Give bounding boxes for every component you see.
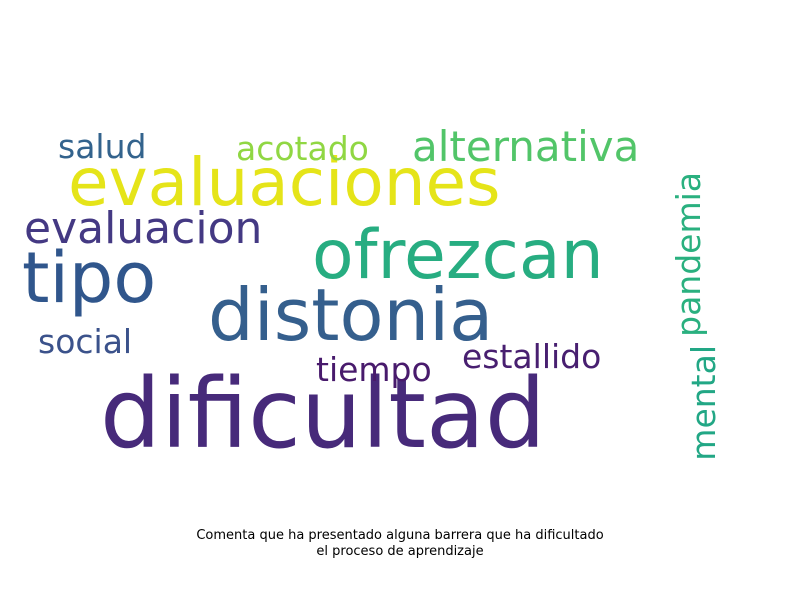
word-mental: mental xyxy=(684,345,723,461)
chart-caption: Comenta que ha presentado alguna barrera… xyxy=(0,528,800,560)
word-alternativa: alternativa xyxy=(412,122,639,171)
word-ofrezcan: ofrezcan xyxy=(312,216,604,295)
word-tipo: tipo xyxy=(22,237,156,319)
word-salud: salud xyxy=(58,127,146,166)
word-pandemia: pandemia xyxy=(669,172,708,337)
word-dificultad: dificultad xyxy=(100,358,546,470)
caption-line-2: el proceso de aprendizaje xyxy=(316,544,484,559)
word-acotado: acotado xyxy=(236,129,369,168)
word-tiempo: tiempo xyxy=(316,350,432,389)
word-evaluacion: evaluacion xyxy=(24,203,262,254)
word-evaluaciones: evaluaciones xyxy=(68,144,501,221)
word-social: social xyxy=(38,322,132,361)
word-distonia: distonia xyxy=(208,273,493,357)
word-estallido: estallido xyxy=(462,337,601,376)
caption-line-1: Comenta que ha presentado alguna barrera… xyxy=(196,528,604,543)
